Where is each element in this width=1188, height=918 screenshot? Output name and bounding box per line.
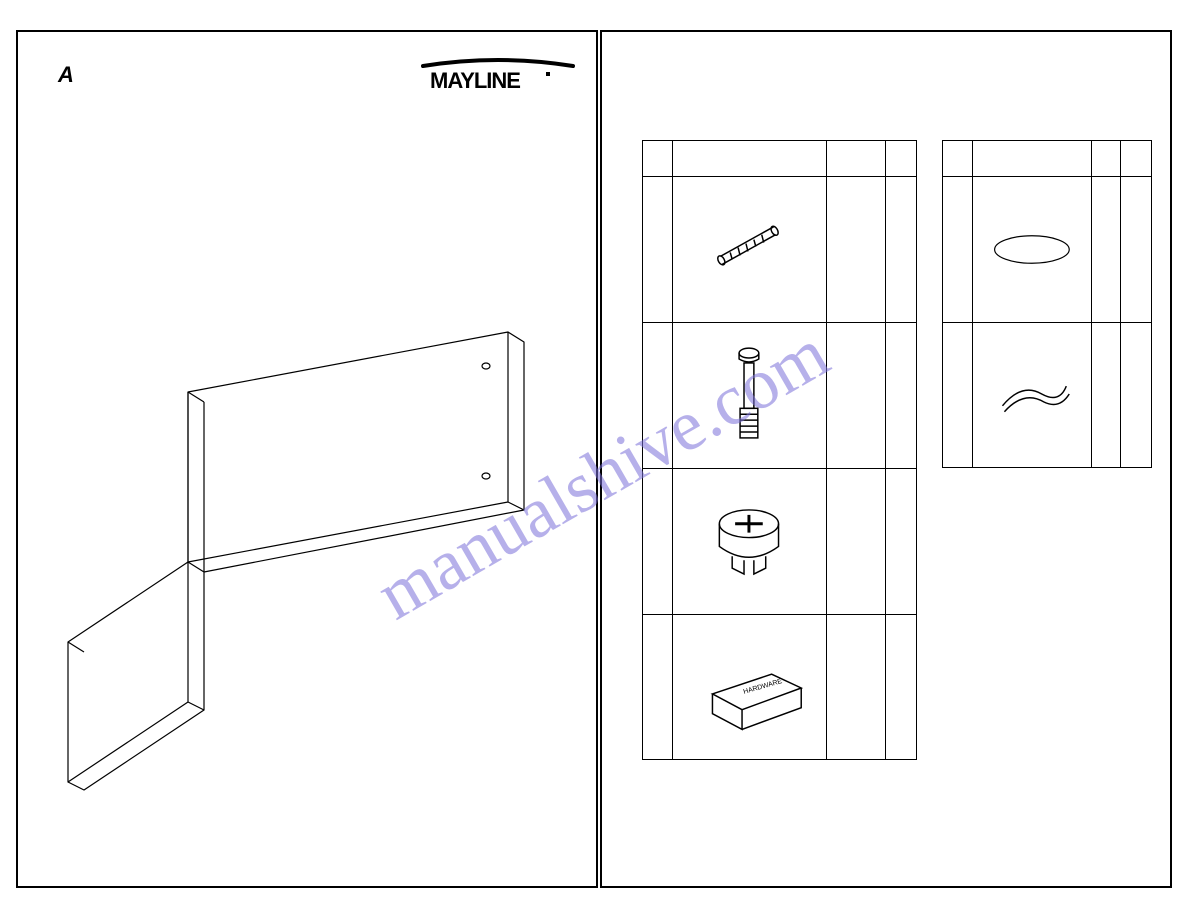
th — [827, 140, 887, 176]
td — [643, 614, 673, 760]
th — [886, 140, 916, 176]
th — [673, 140, 827, 176]
td-icon: HARDWARE — [673, 614, 827, 760]
hardware-table-2 — [942, 140, 1152, 468]
td — [827, 614, 887, 760]
td-icon — [973, 322, 1092, 468]
table-row — [643, 322, 916, 468]
td — [886, 176, 916, 322]
td — [643, 176, 673, 322]
table-row — [943, 322, 1151, 468]
td — [886, 468, 916, 614]
iso-panel-drawing — [38, 272, 578, 792]
th — [1092, 140, 1122, 176]
td-icon — [673, 322, 827, 468]
brand-text: MAYLINE — [430, 68, 520, 93]
td — [943, 176, 973, 322]
th — [643, 140, 673, 176]
brand-logo: MAYLINE — [418, 54, 578, 101]
td — [827, 468, 887, 614]
dowel-icon — [673, 177, 826, 322]
hardware-table-1: HARDWARE — [642, 140, 917, 760]
th — [943, 140, 973, 176]
page-right: HARDWARE — [600, 30, 1172, 888]
td — [1092, 322, 1122, 468]
cover-cap-icon — [973, 177, 1091, 322]
page-left: A MAYLINE — [16, 30, 598, 888]
td — [643, 468, 673, 614]
td — [643, 322, 673, 468]
th — [1121, 140, 1151, 176]
table-row — [943, 176, 1151, 322]
th — [973, 140, 1092, 176]
cam-bolt-icon — [673, 323, 826, 468]
td-icon — [673, 468, 827, 614]
hardware-box-icon: HARDWARE — [673, 615, 826, 759]
td — [886, 322, 916, 468]
table-row — [643, 176, 916, 322]
td — [1121, 176, 1151, 322]
table-header — [643, 140, 916, 176]
td-icon — [673, 176, 827, 322]
td — [943, 322, 973, 468]
td — [886, 614, 916, 760]
logo-a: A — [58, 62, 73, 88]
td — [1092, 176, 1122, 322]
td — [827, 322, 887, 468]
td-icon — [973, 176, 1092, 322]
table-row: HARDWARE — [643, 614, 916, 760]
td — [827, 176, 887, 322]
td — [1121, 322, 1151, 468]
table-row — [643, 468, 916, 614]
hardware-box-label: HARDWARE — [742, 678, 783, 696]
table-header — [943, 140, 1151, 176]
cam-lock-icon — [673, 469, 826, 614]
ribbon-icon — [973, 323, 1091, 467]
